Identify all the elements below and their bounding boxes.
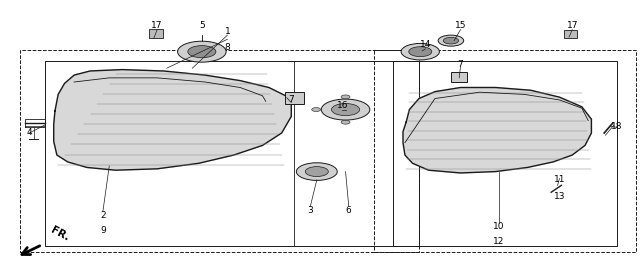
Text: 1: 1	[225, 27, 230, 35]
Circle shape	[188, 46, 216, 58]
Polygon shape	[403, 88, 591, 173]
Circle shape	[341, 120, 350, 124]
Text: 12: 12	[493, 237, 504, 246]
Circle shape	[321, 99, 370, 120]
Circle shape	[296, 163, 337, 180]
Circle shape	[341, 95, 350, 99]
Text: 8: 8	[225, 43, 230, 52]
Text: 2: 2	[100, 211, 106, 220]
Bar	[285, 92, 304, 104]
Circle shape	[409, 47, 432, 57]
Text: 4: 4	[27, 129, 32, 137]
Circle shape	[438, 35, 464, 46]
Polygon shape	[54, 70, 291, 170]
Text: 17: 17	[566, 21, 578, 30]
Bar	[564, 30, 577, 38]
Text: FR.: FR.	[49, 224, 70, 242]
Text: 6: 6	[346, 206, 351, 215]
Circle shape	[177, 41, 226, 62]
Bar	[394, 61, 617, 246]
Bar	[451, 71, 467, 82]
Text: 3: 3	[308, 206, 314, 215]
Circle shape	[332, 104, 360, 116]
Text: 9: 9	[100, 226, 106, 235]
Circle shape	[312, 108, 321, 111]
Text: 18: 18	[611, 122, 623, 130]
Text: 13: 13	[554, 192, 565, 201]
Text: 5: 5	[199, 21, 205, 30]
Text: 17: 17	[152, 21, 163, 30]
Text: 16: 16	[337, 101, 348, 110]
Bar	[20, 50, 419, 252]
Bar	[374, 50, 636, 252]
Text: 7: 7	[289, 95, 294, 104]
Text: 14: 14	[420, 40, 431, 49]
Circle shape	[444, 37, 459, 44]
Bar	[149, 29, 163, 38]
Text: 15: 15	[455, 21, 467, 30]
Circle shape	[305, 166, 328, 176]
Text: 11: 11	[554, 175, 565, 184]
Text: 10: 10	[493, 222, 504, 231]
Text: 7: 7	[458, 60, 463, 69]
Circle shape	[401, 43, 440, 60]
Bar	[45, 61, 419, 246]
